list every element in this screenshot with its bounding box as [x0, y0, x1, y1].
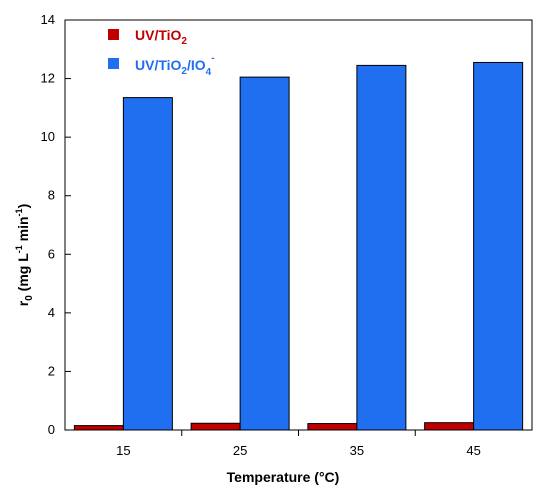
- bar-uv-tio2-45: [424, 422, 475, 431]
- bar-uv-tio2-io4-45: [473, 61, 524, 431]
- legend-1-sub2: 4: [206, 67, 212, 78]
- y-tick-label-14: 14: [41, 12, 55, 27]
- legend-swatch-uv-tio2-io4: [108, 58, 119, 69]
- legend-label-uv-tio2: UV/TiO2: [135, 27, 187, 47]
- y-title-sup2: -1: [14, 208, 24, 216]
- bar-uv-tio2-io4-15: [122, 97, 173, 431]
- x-tick-label-35: 35: [350, 443, 364, 458]
- y-tick-label-12: 12: [41, 71, 55, 86]
- x-tick-label-25: 25: [233, 443, 247, 458]
- bar-uv-tio2-25: [190, 422, 241, 431]
- bar-uv-tio2-io4-25: [239, 76, 290, 431]
- y-tick-label-6: 6: [48, 246, 55, 261]
- y-title-rest2: min: [15, 216, 31, 245]
- axes: [64, 19, 533, 436]
- x-tick-label-15: 15: [116, 443, 130, 458]
- bar-uv-tio2-35: [307, 423, 358, 431]
- y-tick-label-2: 2: [48, 363, 55, 378]
- legend-swatch-uv-tio2: [108, 29, 119, 40]
- y-tick-label-0: 0: [48, 422, 55, 437]
- legend: UV/TiO2 UV/TiO2/IO4-: [108, 27, 215, 78]
- legend-0-sub: 2: [181, 36, 187, 47]
- y-tick-label-4: 4: [48, 305, 55, 320]
- legend-label-uv-tio2-io4: UV/TiO2/IO4 -: [135, 53, 215, 78]
- y-title-sup1: -1: [14, 245, 24, 253]
- bar-uv-tio2-io4-35: [356, 64, 407, 431]
- x-tick-label-45: 45: [466, 443, 480, 458]
- y-title-rest: (mg L: [15, 253, 31, 295]
- plot-frame: [64, 19, 533, 431]
- tick-labels: 15 25 35 45 0 2 4 6 8 10 12 14: [41, 12, 481, 458]
- y-title-sub: 0: [24, 295, 35, 301]
- y-title-main: r: [15, 300, 31, 306]
- legend-1-sup: -: [211, 53, 214, 64]
- x-axis-title: Temperature (°C): [227, 469, 340, 485]
- legend-1-base: UV/TiO: [135, 57, 182, 73]
- legend-1-sub: 2: [181, 66, 187, 77]
- bar-uv-tio2-15: [73, 425, 124, 431]
- legend-1-rest: /IO: [187, 57, 206, 73]
- y-tick-label-10: 10: [41, 129, 55, 144]
- bars: [73, 61, 524, 431]
- y-axis-title: r0 (mg L-1 min-1): [14, 204, 35, 307]
- y-title-close: ): [15, 204, 31, 209]
- legend-0-base: UV/TiO: [135, 27, 182, 43]
- y-tick-label-8: 8: [48, 188, 55, 203]
